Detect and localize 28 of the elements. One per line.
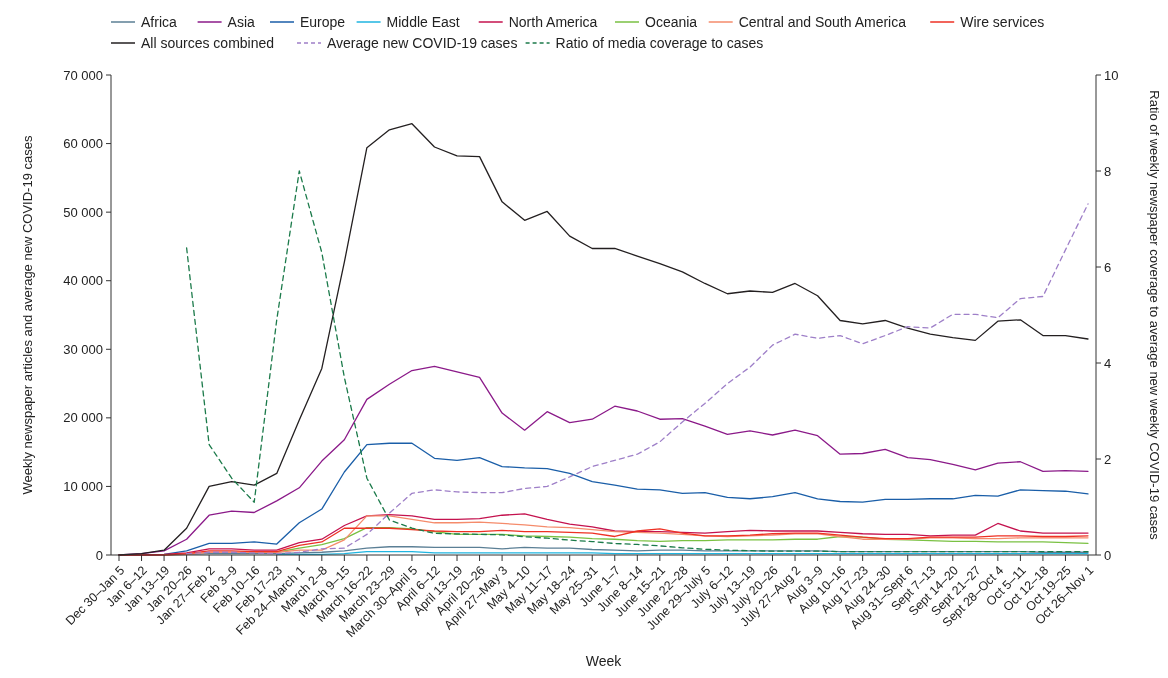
y-tick-label: 40 000 [63,273,103,289]
y-tick-label: 50 000 [63,204,103,220]
legend-label: North America [508,13,598,30]
y-tick-label: 70 000 [63,67,103,83]
y2-tick-label: 4 [1104,355,1112,371]
x-axis-title: Week [585,653,623,669]
y-tick-label: 30 000 [63,341,103,357]
y-tick-label: 0 [95,547,103,563]
legend-label: All sources combined [141,34,275,51]
legend-label: Middle East [386,13,460,30]
legend-label: Europe [300,13,346,30]
y2-axis-title: Ratio of weekly newspaper coverage to average new weekly COVID-19 cases [1147,90,1162,541]
y2-tick-label: 10 [1104,67,1119,83]
y-axis-title: Weekly newspaper articles and average new COVID-19 cases [20,135,35,495]
y-tick-label: 60 000 [63,136,103,152]
legend-label: Africa [141,13,177,30]
y2-tick-label: 6 [1104,259,1112,275]
y2-tick-label: 2 [1104,451,1112,467]
legend-label: Wire services [960,13,1045,30]
legend-label: Central and South America [738,13,907,30]
legend-label: Oceania [645,13,698,30]
legend-label: Average new COVID-19 cases [327,34,518,51]
y2-tick-label: 8 [1104,163,1112,179]
y-tick-label: 20 000 [63,410,103,426]
legend-label: Asia [227,13,256,30]
legend-label: Ratio of media coverage to cases [555,34,764,51]
y-tick-label: 10 000 [63,478,103,494]
y2-tick-label: 0 [1104,547,1112,563]
